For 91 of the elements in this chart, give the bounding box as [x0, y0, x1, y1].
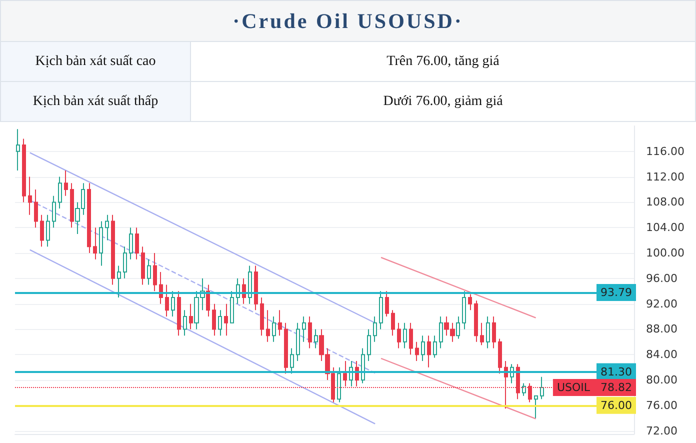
candlestick — [373, 316, 377, 342]
candlestick — [462, 290, 466, 330]
candlestick — [260, 296, 264, 336]
candlestick — [314, 328, 318, 349]
candlestick — [212, 303, 216, 336]
candlestick — [403, 322, 407, 349]
y-tick-label: 92.00 — [646, 297, 678, 310]
candlestick — [367, 328, 371, 362]
y-tick-label: 80.00 — [646, 374, 678, 387]
candlestick — [379, 290, 383, 330]
candlestick — [34, 189, 38, 228]
y-tick-label: 88.00 — [646, 322, 678, 336]
candlestick — [522, 382, 526, 396]
candlestick — [87, 182, 91, 254]
candlestick — [456, 316, 460, 340]
candlestick — [486, 316, 490, 349]
candlestick — [135, 227, 139, 260]
y-tick-label: 76.00 — [646, 398, 678, 412]
candlestick — [111, 214, 115, 286]
candlestick — [153, 252, 157, 292]
candlestick — [397, 322, 401, 349]
candlestick — [129, 227, 133, 260]
y-tick-label: 112.00 — [646, 170, 684, 184]
text: Kịch bản xát suất thấp — [0, 82, 190, 122]
text: Kịch bản xát suất cao — [0, 42, 190, 82]
candlestick — [468, 294, 472, 311]
candlestick — [385, 290, 389, 318]
y-tick-label: 116.00 — [646, 144, 684, 158]
candlestick — [123, 246, 127, 279]
candlestick — [206, 284, 210, 318]
chart-title: ·Crude Oil USOUSD· — [0, 0, 696, 42]
candlestick — [296, 322, 300, 362]
y-tick-label: 84.00 — [646, 348, 678, 362]
candlestick — [224, 303, 228, 336]
ref-line-label: USOIL 78.82 — [556, 381, 632, 394]
candlestick — [308, 316, 312, 349]
y-tick-label: 104.00 — [646, 221, 684, 234]
candlestick — [302, 316, 306, 342]
candlestick — [93, 227, 97, 260]
candlestick — [218, 310, 222, 336]
candlestick — [28, 176, 32, 216]
candlestick — [189, 303, 193, 330]
candlestick — [165, 284, 169, 318]
candlestick — [183, 310, 187, 336]
candlestick — [272, 316, 276, 342]
candlestick — [427, 335, 431, 368]
candlestick — [290, 348, 294, 374]
y-tick-label: 108.00 — [646, 196, 684, 209]
candlestick — [534, 395, 538, 419]
text: Dưới 76.00, giảm giá — [190, 82, 696, 122]
y-tick-label: 96.00 — [646, 272, 678, 285]
candlestick — [474, 300, 478, 342]
candlestick — [254, 265, 258, 311]
y-tick-label: 72.00 — [646, 424, 678, 438]
candlestick — [439, 316, 443, 349]
candlestick — [361, 348, 365, 384]
candlestick — [16, 128, 20, 171]
candlestick — [99, 220, 103, 266]
candlestick — [147, 258, 151, 286]
candlestick — [105, 214, 109, 241]
candlestick — [278, 310, 282, 336]
candlestick — [266, 310, 270, 342]
candlestick — [22, 138, 26, 203]
candlestick — [433, 335, 437, 358]
candlestick — [141, 246, 145, 286]
candlestick — [177, 290, 181, 336]
candlestick — [40, 214, 44, 248]
candlestick — [498, 338, 502, 374]
ref-line-label: 76.00 — [600, 398, 632, 412]
candlestick — [480, 322, 484, 346]
candlestick — [171, 290, 175, 318]
text: Trên 76.00, tăng giá — [190, 42, 696, 82]
candlestick — [230, 290, 234, 324]
ref-line-label: 81.30 — [600, 365, 632, 378]
candlestick — [409, 322, 413, 356]
candlestick — [492, 316, 496, 349]
candlestick — [391, 310, 395, 336]
candlestick — [415, 341, 419, 362]
y-tick-label: 100.00 — [646, 246, 684, 260]
candlestick — [46, 214, 50, 248]
candlestick — [248, 265, 252, 304]
ref-line-label: 93.79 — [600, 286, 632, 299]
candlestick — [64, 170, 68, 196]
candlestick — [540, 376, 544, 400]
candlestick — [70, 182, 74, 228]
candlestick — [52, 195, 56, 228]
candlestick — [284, 322, 288, 374]
candlestick — [337, 366, 341, 403]
candlestick — [117, 265, 121, 298]
candlestick — [421, 335, 425, 362]
candlestick — [58, 176, 62, 210]
